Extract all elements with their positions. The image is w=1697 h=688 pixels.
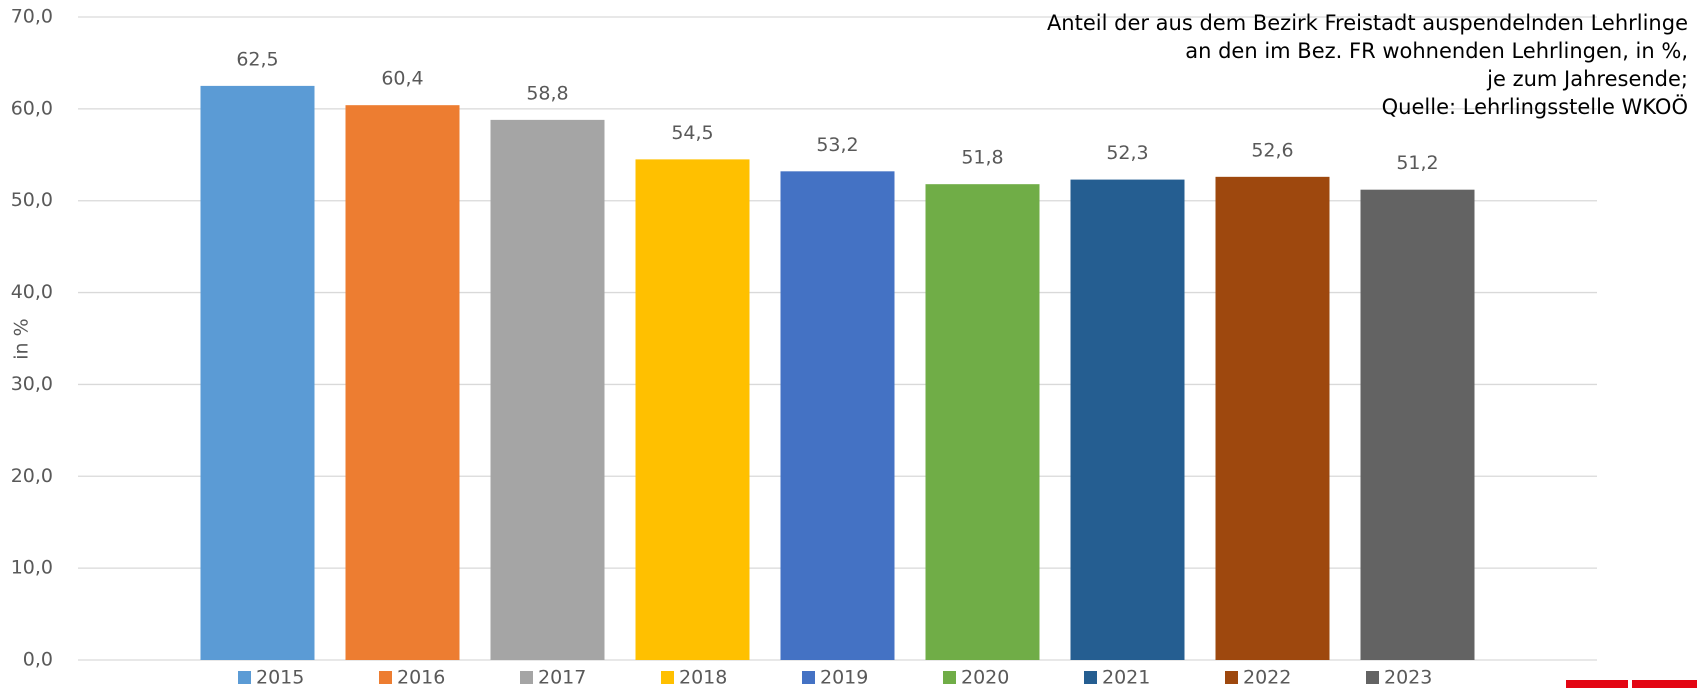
legend-label: 2016: [397, 667, 445, 688]
value-label: 60,4: [381, 68, 423, 90]
legend-swatch: [943, 671, 956, 684]
bar: [200, 85, 315, 660]
legend-swatch: [238, 671, 251, 684]
bar: [635, 159, 750, 660]
legend-swatch: [1225, 671, 1238, 684]
y-tick-label: 50,0: [11, 189, 53, 211]
legend-swatch: [379, 671, 392, 684]
bar: [1360, 189, 1475, 661]
value-label: 52,3: [1106, 142, 1148, 164]
logo: [1632, 680, 1697, 688]
annotation: Quelle: Lehrlingsstelle WKOÖ: [1382, 94, 1688, 119]
logo: [1566, 680, 1628, 688]
legend-label: 2017: [538, 667, 586, 688]
legend-label: 2022: [1243, 667, 1291, 688]
y-tick-label: 0,0: [23, 649, 53, 671]
legend-label: 2019: [820, 667, 868, 688]
bar: [345, 105, 460, 660]
y-tick-label: 70,0: [11, 6, 53, 28]
value-label: 51,2: [1396, 152, 1438, 174]
value-label: 58,8: [526, 82, 568, 104]
bar: [780, 171, 895, 660]
value-label: 53,2: [816, 134, 858, 156]
y-axis-label: in %: [11, 318, 33, 359]
legend-swatch: [1366, 671, 1379, 684]
y-tick-label: 10,0: [11, 557, 53, 579]
bar: [490, 119, 605, 660]
y-tick-label: 30,0: [11, 373, 53, 395]
value-label: 52,6: [1251, 139, 1293, 161]
annotation: je zum Jahresende;: [1486, 67, 1688, 91]
annotation: Anteil der aus dem Bezirk Freistadt ausp…: [1047, 11, 1688, 35]
legend-label: 2020: [961, 667, 1009, 688]
legend-swatch: [1084, 671, 1097, 684]
legend-swatch: [802, 671, 815, 684]
legend-swatch: [661, 671, 674, 684]
value-label: 54,5: [671, 122, 713, 144]
y-tick-label: 60,0: [11, 97, 53, 119]
bar: [1070, 179, 1185, 660]
legend-label: 2023: [1384, 667, 1432, 688]
value-label: 51,8: [961, 147, 1003, 169]
bar: [1215, 176, 1330, 660]
y-tick-label: 20,0: [11, 465, 53, 487]
legend-label: 2021: [1102, 667, 1150, 688]
legend-label: 2015: [256, 667, 304, 688]
annotation: an den im Bez. FR wohnenden Lehrlingen, …: [1185, 39, 1688, 63]
bar: [925, 184, 1040, 660]
legend-label: 2018: [679, 667, 727, 688]
legend-swatch: [520, 671, 533, 684]
y-tick-label: 40,0: [11, 281, 53, 303]
value-label: 62,5: [236, 48, 278, 70]
